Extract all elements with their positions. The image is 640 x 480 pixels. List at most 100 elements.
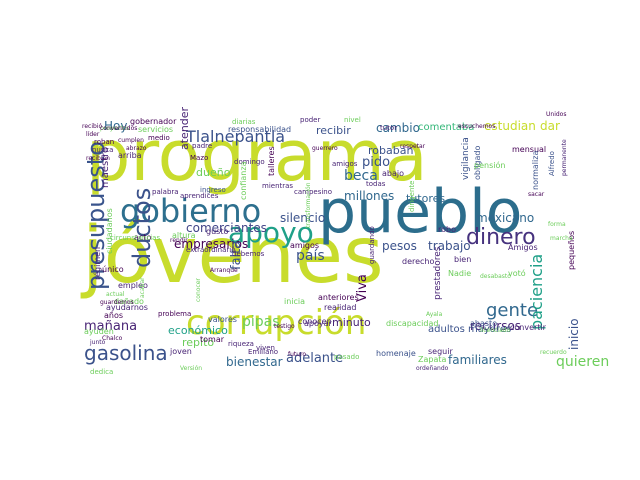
word-62: convertir [510,323,547,332]
word-128: abrazo [126,145,147,152]
word-64: vigilancia [461,137,471,180]
word-115: Alfredo [548,151,556,176]
word-11: dinero [466,225,536,250]
word-55: discapacidad [386,319,438,328]
word-52: derecho [402,257,435,266]
word-39: económico [168,324,228,337]
word-127: cumplen [118,137,144,144]
word-77: joven [169,347,192,356]
word-3: pueblo [318,177,523,247]
word-72: votó [508,268,526,278]
word-61: abasto [470,319,497,328]
word-111: amigos [332,160,358,168]
word-63: mensual [512,145,546,154]
word-152: forma [548,221,566,228]
word-56: homenaje [376,349,416,358]
word-135: Ayala [426,311,443,318]
word-134: sacar [528,191,545,198]
word-136: Versión [180,365,202,372]
word-139: futuro [288,351,306,358]
word-76: valores [208,315,237,324]
word-94: junto [89,339,106,346]
word-40: pipas [242,314,280,330]
word-104: roban [94,138,114,146]
word-154: proyectos [100,125,130,132]
word-91: dañado [114,297,144,306]
word-32: beca [344,168,378,184]
word-132: Chalco [102,335,123,342]
word-cloud-canvas [80,116,580,370]
word-59: Zapata [418,355,447,364]
word-146: transformación [305,182,312,228]
word-30: robaban [368,144,413,157]
word-113: campesino [294,188,332,196]
word-24: inicio [567,318,581,350]
word-2: jóvenes [80,211,384,301]
word-116: permanente [561,139,568,176]
word-45: atender [178,106,191,150]
word-117: responsabilidad [228,125,291,134]
word-86: ciudadanos [105,208,114,254]
word-155: convencidos [100,125,137,132]
word-144: respetar [400,143,426,150]
word-26: país [296,248,325,264]
word-54: realidad [324,303,356,312]
word-99: aprendices [180,192,219,200]
word-109: talleres [267,146,276,176]
word-133: acabar [139,277,146,298]
word-98: ingreso [200,186,226,194]
word-42: Viva [355,274,370,302]
word-153: marcha [550,235,573,242]
word-1: programa [86,115,428,197]
word-51: conocen [298,317,332,326]
word-125: Unidos [546,111,566,118]
word-69: Amigos [508,243,538,252]
word-126: recibían [86,155,110,162]
word-84: acto [134,233,151,242]
word-33: cambio [376,121,420,135]
word-34: comentaba [418,122,474,133]
word-38: Hoy [104,119,127,133]
word-92: años [104,311,123,320]
word-8: ductos [128,188,156,268]
word-122: guardando [368,226,376,264]
word-80: amigos [290,241,319,250]
word-60: apoyar [304,319,333,328]
word-101: Mazo [190,154,208,162]
word-96: circunstancias [110,234,160,242]
word-20: mexicano [476,211,534,225]
word-147: dirigente [408,181,416,212]
word-120: inicia [284,297,305,306]
word-68: robo [438,225,456,234]
word-106: medio [148,134,170,142]
word-6: apoyo [228,216,314,249]
word-130: recibió [82,123,102,130]
word-118: diarias [232,118,256,126]
word-100: domingo [234,158,265,166]
word-44: repito [182,336,214,349]
word-36: dar [540,119,560,133]
word-41: falta [229,241,244,270]
word-5: gobierno [120,192,261,230]
word-93: ayuden [84,327,114,336]
word-13: paciencia [527,254,546,330]
word-114: abajo [382,169,404,178]
word-16: trabajo [428,239,471,253]
word-97: palabra [152,188,179,196]
word-81: debemos [232,250,265,258]
word-15: pesos [382,239,417,253]
word-129: líder [86,131,100,138]
word-108: tutor [380,124,397,132]
word-22: recursos [470,319,521,333]
word-37: recibir [316,124,351,137]
word-124: rendir [170,237,188,244]
word-137: recuerdo [540,349,567,356]
word-cloud-words: programajóvenespueblocorrupcióngobiernoa… [80,106,609,376]
word-74: prestadores [433,246,443,300]
word-102: padre [192,142,212,150]
word-27: empresarios [174,237,248,251]
word-89: régimen [92,247,102,280]
word-46: dueño [196,166,231,179]
word-49: servicios [138,125,173,134]
word-19: familiares [448,353,507,367]
